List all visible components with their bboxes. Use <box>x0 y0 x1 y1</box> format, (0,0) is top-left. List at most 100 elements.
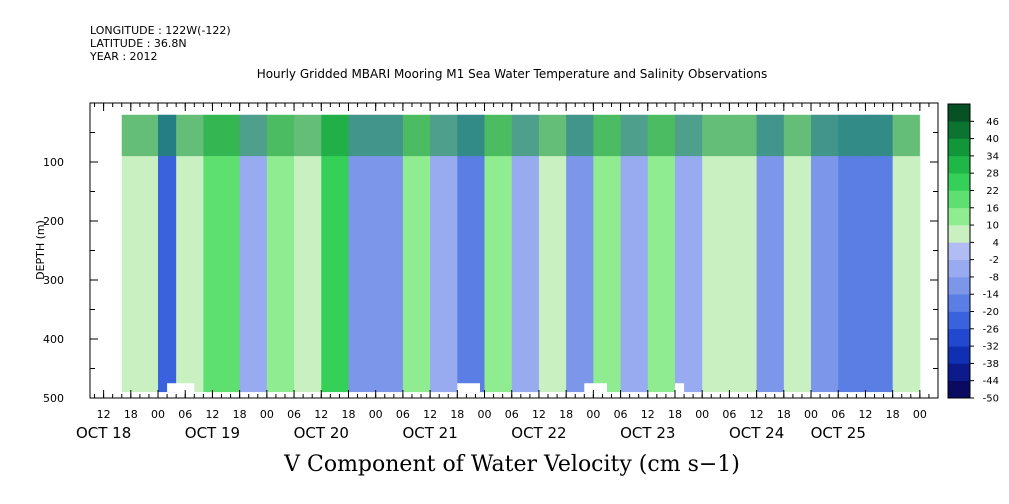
x-day-label: OCT 18 <box>76 424 131 442</box>
y-tick-label: 300 <box>43 274 64 287</box>
heatmap-band <box>865 114 894 393</box>
x-tick-label: 06 <box>287 408 301 421</box>
chart-title: Hourly Gridded MBARI Mooring M1 Sea Wate… <box>256 67 768 81</box>
colorbar-segment <box>948 173 970 191</box>
x-day-label: OCT 21 <box>402 424 457 442</box>
colorbar-segment <box>948 190 970 209</box>
x-tick-label: 18 <box>450 408 464 421</box>
x-day-label: OCT 20 <box>294 424 349 442</box>
colorbar-label: 16 <box>986 203 999 214</box>
x-tick-label: 00 <box>478 408 492 421</box>
colorbar-label: -8 <box>989 272 999 283</box>
x-tick-label: 06 <box>831 408 845 421</box>
colorbar-segment <box>948 363 970 382</box>
year-label: YEAR : 2012 <box>90 50 158 63</box>
colorbar-segment <box>948 155 970 174</box>
heatmap-band <box>294 114 322 393</box>
heatmap-band <box>457 114 486 393</box>
heatmap-band <box>811 114 839 393</box>
x-tick-label: 00 <box>913 408 927 421</box>
x-tick-label: 18 <box>124 408 138 421</box>
x-tick-label: 06 <box>505 408 519 421</box>
heatmap-band <box>348 114 377 393</box>
x-day-label: OCT 25 <box>811 424 866 442</box>
longitude-label: LONGITUDE : 122W(-122) <box>90 24 231 37</box>
heatmap-band <box>176 114 204 393</box>
colorbar-segment <box>948 138 970 157</box>
x-tick-label: 12 <box>641 408 655 421</box>
x-tick-label: 06 <box>178 408 192 421</box>
heatmap-band <box>674 114 703 393</box>
heatmap-band <box>430 114 458 393</box>
x-tick-label: 12 <box>532 408 546 421</box>
colorbar-segment <box>948 259 970 278</box>
x-tick-label: 18 <box>341 408 355 421</box>
x-tick-label: 12 <box>97 408 111 421</box>
x-tick-label: 00 <box>369 408 383 421</box>
heatmap-band <box>783 114 812 393</box>
colorbar-segment <box>948 276 970 295</box>
colorbar-label: 46 <box>986 117 999 128</box>
colorbar-label: -44 <box>983 376 999 387</box>
heatmap-band <box>203 114 241 393</box>
x-tick-label: 00 <box>260 408 274 421</box>
colorbar-label: -20 <box>983 307 999 318</box>
x-tick-label: 12 <box>750 408 764 421</box>
x-day-label: OCT 22 <box>511 424 566 442</box>
colorbar-segment <box>948 225 970 243</box>
colorbar-segment <box>948 311 970 330</box>
heatmap-band <box>838 114 866 393</box>
y-tick-label: 400 <box>43 333 64 346</box>
x-tick-label: 18 <box>559 408 573 421</box>
x-tick-label: 12 <box>314 408 328 421</box>
metadata-block: LONGITUDE : 122W(-122) LATITUDE : 36.8N … <box>90 24 231 63</box>
heatmap-band <box>121 114 159 393</box>
x-tick-label: 18 <box>777 408 791 421</box>
no-data-patch <box>584 383 607 393</box>
surface-layer <box>121 114 920 157</box>
x-tick-label: 00 <box>804 408 818 421</box>
colorbar-segment <box>948 328 970 347</box>
latitude-label: LATITUDE : 36.8N <box>90 37 187 50</box>
x-tick-label: 12 <box>858 408 872 421</box>
colorbar-label: 4 <box>993 238 999 249</box>
y-tick-label: 500 <box>43 392 64 405</box>
no-data-patch <box>167 383 195 393</box>
heatmap-band <box>593 114 622 393</box>
colorbar-label: 22 <box>986 186 999 197</box>
colorbar-frame <box>947 103 971 399</box>
heatmap-band <box>511 114 540 393</box>
x-day-label: OCT 19 <box>185 424 240 442</box>
heatmap-band <box>239 114 268 393</box>
x-day-label: OCT 24 <box>729 424 784 442</box>
heatmap-band <box>484 114 513 393</box>
no-data-patch <box>457 383 480 393</box>
colorbar-segment <box>948 121 970 139</box>
colorbar-label: -38 <box>983 359 999 370</box>
heatmap-band <box>620 114 649 393</box>
heatmap-band <box>158 114 177 393</box>
colorbar-segment <box>948 104 970 122</box>
x-tick-label: 00 <box>695 408 709 421</box>
heatmap-band <box>538 114 567 393</box>
y-tick-label: 100 <box>43 156 64 169</box>
heatmap-band <box>402 114 431 393</box>
colorbar-label: -14 <box>983 290 999 301</box>
heatmap-band <box>702 114 730 393</box>
x-axis-title: V Component of Water Velocity (cm s−1) <box>284 452 740 477</box>
heatmap-band <box>566 114 594 393</box>
colorbar-segment <box>948 346 970 364</box>
x-tick-label: 00 <box>151 408 165 421</box>
x-tick-label: 06 <box>722 408 736 421</box>
colorbar-segment <box>948 380 970 399</box>
heatmap-band <box>321 114 349 393</box>
x-tick-label: 18 <box>886 408 900 421</box>
colorbar-label: 10 <box>986 221 999 232</box>
y-tick-label: 200 <box>43 215 64 228</box>
x-tick-label: 12 <box>205 408 219 421</box>
colorbar-label: -50 <box>983 394 999 405</box>
heatmap-band <box>375 114 404 393</box>
colorbar-label: -32 <box>983 342 999 353</box>
heatmap-band <box>647 114 676 393</box>
